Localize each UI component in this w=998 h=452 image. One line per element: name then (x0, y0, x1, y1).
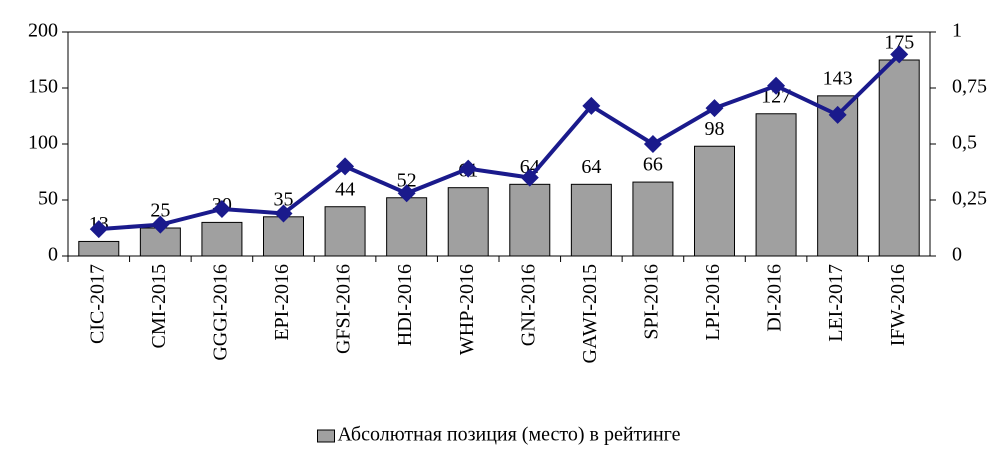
plot-frame (67, 31, 931, 257)
legend-label: Абсолютная позиция (место) в рейтинге (338, 424, 681, 446)
marker (336, 157, 355, 176)
bar (570, 183, 612, 257)
y-tick-label: 0 (48, 244, 58, 266)
data-label: 44 (335, 178, 355, 200)
data-label: 25 (150, 200, 170, 222)
y-tick-label: 100 (28, 132, 58, 154)
marker (151, 215, 170, 234)
marker (828, 105, 847, 124)
y-tick-label: 200 (28, 20, 58, 42)
y-tick-label: 50 (38, 188, 58, 210)
data-label: 64 (581, 156, 601, 178)
legend-swatch (317, 429, 335, 443)
y2-tick-label: 0,25 (952, 188, 987, 210)
marker (520, 168, 539, 187)
x-tick-label: IFW-2016 (887, 264, 909, 346)
bar (878, 59, 920, 257)
data-label: 35 (274, 188, 294, 210)
bar (694, 145, 735, 257)
bar (324, 206, 366, 257)
bar (263, 216, 304, 257)
x-tick-label: GNI-2016 (517, 264, 539, 346)
x-tick-label: GFSI-2016 (333, 264, 355, 354)
bar (509, 183, 551, 257)
data-label: 143 (823, 67, 853, 89)
line (98, 52, 901, 232)
marker (767, 76, 786, 95)
marker (274, 204, 293, 223)
x-tick-label: WHP-2016 (456, 264, 478, 355)
y2-tick-label: 0 (952, 244, 962, 266)
marker (397, 184, 416, 203)
x-tick-label: CMI-2015 (148, 264, 170, 348)
marker (459, 159, 478, 178)
bar (447, 187, 489, 257)
y2-tick-label: 0,75 (952, 76, 987, 98)
y2-tick-label: 1 (952, 20, 962, 42)
marker (582, 96, 601, 115)
x-tick-label: CIC-2017 (86, 264, 108, 344)
x-tick-label: GGGI-2016 (210, 264, 232, 361)
x-tick-label: LEI-2017 (825, 264, 847, 342)
x-tick-label: DI-2016 (764, 264, 786, 332)
x-tick-label: HDI-2016 (394, 264, 416, 346)
marker (705, 99, 724, 118)
x-tick-label: LPI-2016 (702, 264, 724, 341)
data-label: 52 (397, 169, 417, 191)
bar (78, 240, 120, 257)
bar (755, 113, 797, 257)
data-label: 98 (705, 118, 725, 140)
x-tick-label: EPI-2016 (271, 264, 293, 341)
bar (386, 197, 428, 257)
bar (201, 221, 243, 257)
x-tick-label: SPI-2016 (641, 264, 663, 340)
y-tick-label: 150 (28, 76, 58, 98)
marker (890, 45, 909, 64)
marker (89, 220, 108, 239)
bar (632, 181, 674, 257)
y2-tick-label: 0,5 (952, 132, 977, 154)
marker (212, 199, 231, 218)
x-tick-label: GAWI-2015 (579, 264, 601, 363)
data-label: 175 (884, 32, 914, 54)
marker (643, 135, 662, 153)
data-label: 66 (643, 154, 663, 176)
legend: Абсолютная позиция (место) в рейтинге (317, 424, 681, 446)
